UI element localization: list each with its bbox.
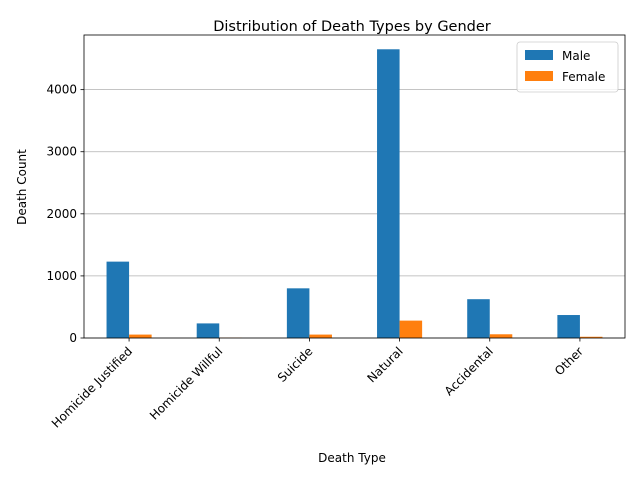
chart-title: Distribution of Death Types by Gender [213,19,491,35]
bar-female [309,334,332,338]
bar-male [196,323,220,338]
legend-label: Female [562,70,605,84]
bar-male [467,299,490,338]
x-tick-label: Suicide [275,344,316,385]
bars [106,49,603,339]
grid-lines [84,89,625,339]
legend: Male Female [516,41,619,93]
bar-male [286,288,310,338]
x-axis-label: Death Type [318,451,386,465]
bar-male [557,315,580,338]
y-tick-label: 0 [69,331,77,345]
bar-female [489,334,513,338]
y-axis-label: Death Count [15,149,29,225]
y-tick-label: 4000 [46,83,77,97]
bar-male [377,49,400,339]
plot-frame [83,34,626,339]
y-axis: 0 1000 2000 3000 4000 [46,83,84,345]
y-tick-label: 3000 [46,145,77,159]
y-tick-label: 2000 [46,207,77,221]
x-tick-label: Natural [365,344,406,385]
x-tick-label: Other [552,344,586,378]
legend-label: Male [562,49,590,63]
bar-female [579,336,603,338]
x-tick-label: Homicide Willful [147,344,225,422]
x-tick-label: Homicide Justified [49,344,135,430]
legend-swatch [525,71,553,81]
bar-female [399,320,423,338]
legend-swatch [525,50,553,60]
x-axis: Homicide Justified Homicide Willful Suicid… [49,338,586,431]
bar-male [106,261,130,338]
y-tick-label: 1000 [46,269,77,283]
x-tick-label: Accidental [442,344,496,398]
bar-female [129,334,152,338]
